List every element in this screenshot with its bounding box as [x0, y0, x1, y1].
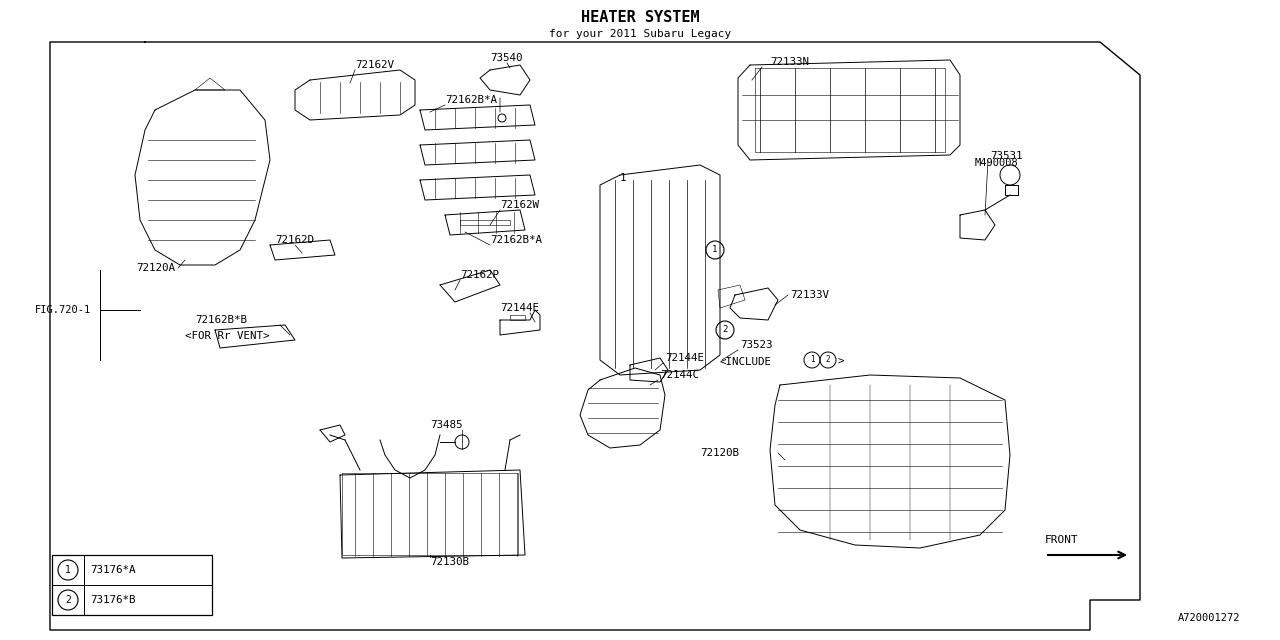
Text: 73523: 73523 — [740, 340, 773, 350]
Text: 72162D: 72162D — [275, 235, 314, 245]
Text: A720001272: A720001272 — [1178, 613, 1240, 623]
Text: 72162B*A: 72162B*A — [490, 235, 541, 245]
Text: HEATER SYSTEM: HEATER SYSTEM — [581, 10, 699, 26]
Text: 72162P: 72162P — [460, 270, 499, 280]
Text: 72120B: 72120B — [700, 448, 739, 458]
Text: >: > — [837, 357, 844, 367]
Text: 1: 1 — [712, 246, 718, 255]
Text: 72130B: 72130B — [430, 557, 468, 567]
Text: FRONT: FRONT — [1044, 535, 1079, 545]
Text: 72162B*B: 72162B*B — [195, 315, 247, 325]
Text: <FOR Rr VENT>: <FOR Rr VENT> — [186, 331, 270, 341]
Text: 73540: 73540 — [490, 53, 522, 63]
Text: 72144E: 72144E — [500, 303, 539, 313]
Text: 73485: 73485 — [430, 420, 462, 430]
Text: 2: 2 — [722, 326, 728, 335]
Text: FIG.720-1: FIG.720-1 — [35, 305, 91, 315]
Text: 72162W: 72162W — [500, 200, 539, 210]
Text: 1: 1 — [65, 565, 70, 575]
Text: <INCLUDE: <INCLUDE — [719, 357, 772, 367]
Text: 72120A: 72120A — [136, 263, 175, 273]
Text: 1: 1 — [620, 173, 626, 183]
Text: M490008: M490008 — [975, 158, 1019, 168]
Text: 73176*B: 73176*B — [90, 595, 136, 605]
Text: 2: 2 — [65, 595, 70, 605]
Text: 72133V: 72133V — [790, 290, 829, 300]
Text: 2: 2 — [826, 355, 831, 365]
Bar — [52, 555, 212, 615]
Text: 72144E: 72144E — [666, 353, 704, 363]
Text: 72162V: 72162V — [355, 60, 394, 70]
Text: 1: 1 — [810, 355, 814, 365]
Text: 72144C: 72144C — [660, 370, 699, 380]
Text: 72162B*A: 72162B*A — [445, 95, 497, 105]
Text: 73531: 73531 — [989, 151, 1023, 161]
Text: 73176*A: 73176*A — [90, 565, 136, 575]
Text: 72133N: 72133N — [771, 57, 809, 67]
Text: for your 2011 Subaru Legacy: for your 2011 Subaru Legacy — [549, 29, 731, 39]
